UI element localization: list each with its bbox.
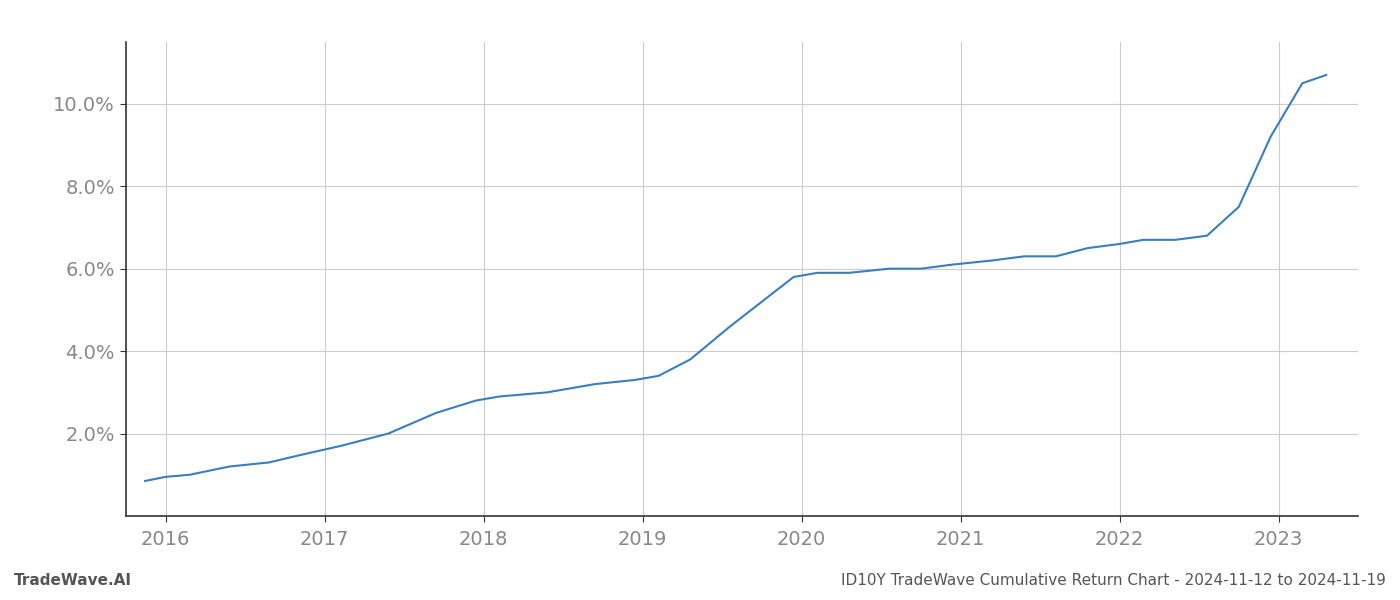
- Text: TradeWave.AI: TradeWave.AI: [14, 573, 132, 588]
- Text: ID10Y TradeWave Cumulative Return Chart - 2024-11-12 to 2024-11-19: ID10Y TradeWave Cumulative Return Chart …: [841, 573, 1386, 588]
